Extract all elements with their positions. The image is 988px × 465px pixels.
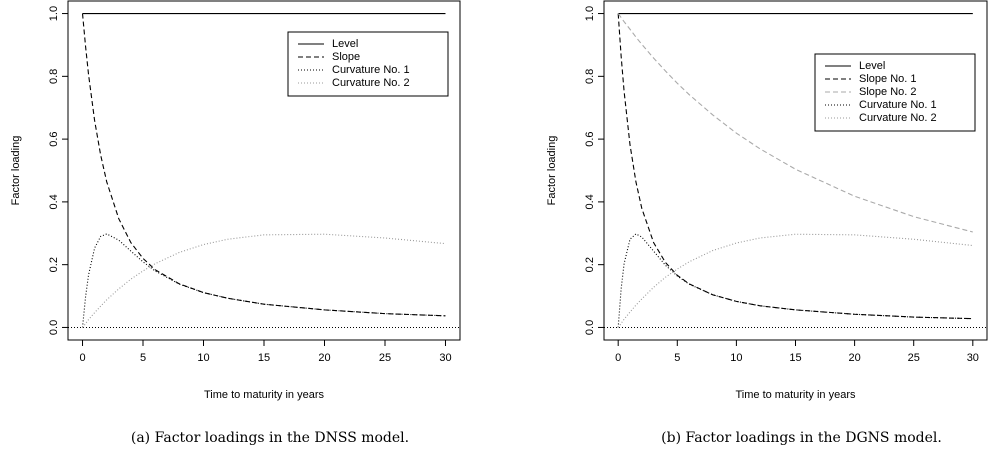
x-tick-label: 10 (197, 352, 209, 364)
line-series (617, 233, 973, 328)
x-tick-label: 20 (848, 352, 860, 364)
y-tick-label: 0.0 (584, 320, 596, 335)
legend-label: Slope No. 1 (859, 73, 916, 85)
x-tick-label: 30 (967, 352, 979, 364)
legend-label: Curvature No. 1 (332, 64, 410, 76)
x-tick-label: 5 (140, 352, 146, 364)
legend-label: Curvature No. 2 (332, 77, 410, 89)
y-tick-label: 0.6 (48, 131, 60, 146)
x-tick-label: 15 (258, 352, 270, 364)
x-tick-label: 25 (379, 352, 391, 364)
x-axis-label: Time to maturity in years (204, 389, 325, 401)
y-tick-label: 1.0 (584, 6, 596, 21)
x-tick-label: 20 (318, 352, 330, 364)
x-tick-label: 0 (79, 352, 85, 364)
y-tick-label: 0.2 (48, 257, 60, 272)
y-tick-label: 0.8 (48, 69, 60, 84)
legend-label: Level (859, 60, 885, 72)
x-tick-label: 15 (789, 352, 801, 364)
y-tick-label: 0.8 (584, 69, 596, 84)
x-tick-label: 5 (674, 352, 680, 364)
line-series (81, 13, 446, 317)
x-tick-label: 25 (908, 352, 920, 364)
x-tick-label: 30 (439, 352, 451, 364)
y-axis-label: Factor loading (10, 136, 22, 206)
caption: (b) Factor loadings in the DGNS model. (661, 430, 942, 446)
y-tick-label: 0.0 (48, 320, 60, 335)
legend-label: Slope No. 2 (859, 86, 916, 98)
legend-label: Slope (332, 51, 360, 63)
y-tick-label: 1.0 (48, 6, 60, 21)
y-tick-label: 0.2 (584, 257, 596, 272)
line-series (617, 13, 973, 233)
x-tick-label: 0 (615, 352, 621, 364)
caption: (a) Factor loadings in the DNSS model. (131, 430, 409, 446)
line-series (617, 233, 973, 328)
y-tick-label: 0.4 (48, 194, 60, 209)
y-tick-label: 0.4 (584, 194, 596, 209)
y-tick-label: 0.6 (584, 131, 596, 146)
plot-frame (603, 0, 988, 341)
legend-box (287, 31, 449, 97)
legend-label: Curvature No. 2 (859, 112, 937, 124)
legend-label: Curvature No. 1 (859, 99, 937, 111)
y-axis-label: Factor loading (546, 136, 558, 206)
legend-label: Level (332, 38, 358, 50)
x-tick-label: 10 (730, 352, 742, 364)
x-axis-label: Time to maturity in years (735, 389, 856, 401)
